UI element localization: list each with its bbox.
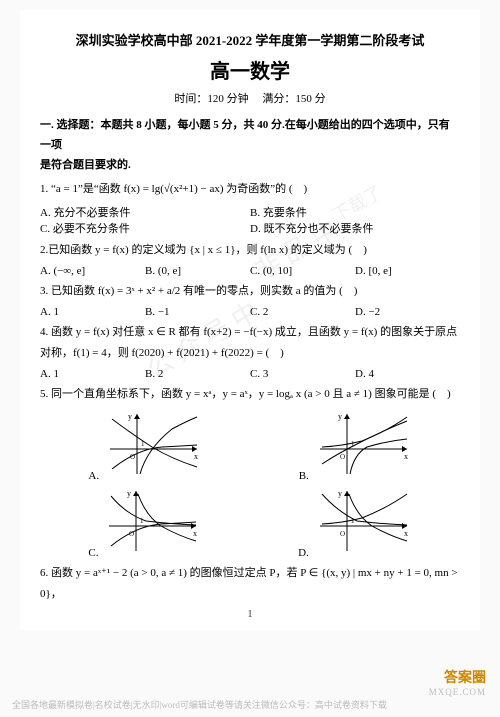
svg-text:y: y <box>338 489 342 498</box>
q6-stem: 6. 函数 y = aˣ⁺¹ − 2 (a > 0, a ≠ 1) 的图像恒过定… <box>40 563 460 605</box>
time-label: 时间：120 分钟 <box>174 93 248 105</box>
q3-options: A. 1 B. −1 C. 2 D. −2 <box>40 306 460 318</box>
q5-D: D. xy 1O <box>298 486 411 559</box>
q1-B: B. 充要条件 <box>250 204 460 220</box>
q1-D: D. 既不充分也不必要条件 <box>250 220 460 236</box>
q1-C: C. 必要不充分条件 <box>40 220 250 236</box>
corner-wm-cn: 答案圈 <box>429 667 486 687</box>
q2-options: A. (−∞, e] B. (0, e] C. (0, 10] D. [0, e… <box>40 265 460 277</box>
q2-C: C. (0, 10] <box>250 265 355 277</box>
svg-text:O: O <box>340 530 345 538</box>
q5-stem: 5. 同一个直角坐标系下，函数 y = xᵃ，y = aˣ，y = logₐ x… <box>40 384 460 405</box>
q2-B: B. (0, e] <box>145 265 250 277</box>
q5-D-label: D. <box>298 547 309 559</box>
q2-A: A. (−∞, e] <box>40 265 145 277</box>
subject-title: 高一数学 <box>40 55 460 84</box>
q1-options: A. 充分不必要条件 B. 充要条件 C. 必要不充分条件 D. 既不充分也不必… <box>40 204 460 236</box>
corner-wm-en: MXQE.COM <box>429 687 486 697</box>
svg-text:x: x <box>194 452 198 461</box>
q5-B-label: B. <box>299 470 309 482</box>
section1-l1: 一. 选择题：本题共 8 小题，每小题 5 分，共 40 分.在每小题给出的四个… <box>40 116 460 156</box>
q1-stem: 1. “a = 1”是“函数 f(x) = lg(√(x²+1) − ax) 为… <box>40 179 460 200</box>
svg-text:x: x <box>193 529 197 538</box>
q3-C: C. 2 <box>250 306 355 318</box>
q5-C-label: C. <box>88 547 98 559</box>
svg-text:y: y <box>338 412 342 421</box>
q3-stem: 3. 已知函数 f(x) = 3ˣ + x² + a/2 有唯一的零点，则实数 … <box>40 281 460 302</box>
q4-l2: 对称，f(1) = 4，则 f(2020) + f(2021) + f(2022… <box>40 343 460 364</box>
q1-A: A. 充分不必要条件 <box>40 204 250 220</box>
time-score: 时间：120 分钟 满分：150 分 <box>40 90 460 106</box>
q5-C: C. xy 1O <box>88 486 201 559</box>
score-label: 满分：150 分 <box>262 93 325 105</box>
q4-C: C. 3 <box>250 368 355 380</box>
q5-A: A. xy 1O <box>88 409 201 482</box>
q4-stem: 4. 函数 y = f(x) 对任意 x ∈ R 都有 f(x+2) = −f(… <box>40 322 460 364</box>
corner-watermark: 答案圈 MXQE.COM <box>429 667 486 697</box>
q4-options: A. 1 B. 2 C. 3 D. 4 <box>40 368 460 380</box>
page-number: 1 <box>40 609 460 620</box>
q4-l1: 4. 函数 y = f(x) 对任意 x ∈ R 都有 f(x+2) = −f(… <box>40 322 460 343</box>
q3-A: A. 1 <box>40 306 145 318</box>
svg-text:y: y <box>128 412 132 421</box>
q2-stem: 2.已知函数 y = f(x) 的定义域为 {x | x ≤ 1}，则 f(ln… <box>40 240 460 261</box>
school-line: 深圳实验学校高中部 2021-2022 学年度第一学期第二阶段考试 <box>40 30 460 49</box>
svg-text:y: y <box>127 489 131 498</box>
section1-l2: 是符合题目要求的. <box>40 156 460 176</box>
svg-text:1: 1 <box>140 517 144 525</box>
q5-A-label: A. <box>88 470 99 482</box>
q5-chart-D: xy 1O <box>312 486 412 556</box>
q2-D: D. [0, e] <box>355 265 460 277</box>
q4-A: A. 1 <box>40 368 145 380</box>
footer-left: 全国各地最新模拟卷|名校试卷|无水印|word可编辑试卷等请关注微信公众号：高中… <box>12 698 387 711</box>
svg-text:O: O <box>340 453 345 461</box>
q5-B: B. xy 1O <box>299 409 412 482</box>
q5-chart-A: xy 1O <box>102 409 202 479</box>
svg-text:x: x <box>404 529 408 538</box>
svg-text:x: x <box>404 452 408 461</box>
page-footer: 全国各地最新模拟卷|名校试卷|无水印|word可编辑试卷等请关注微信公众号：高中… <box>0 698 500 711</box>
q5-row1: A. xy 1O B. xy 1O <box>40 409 460 482</box>
q5-row2: C. xy 1O D. xy 1O <box>40 486 460 559</box>
q4-B: B. 2 <box>145 368 250 380</box>
q4-D: D. 4 <box>355 368 460 380</box>
section1-heading: 一. 选择题：本题共 8 小题，每小题 5 分，共 40 分.在每小题给出的四个… <box>40 116 460 175</box>
q3-B: B. −1 <box>145 306 250 318</box>
q5-chart-C: xy 1O <box>101 486 201 556</box>
q3-D: D. −2 <box>355 306 460 318</box>
exam-page: 深圳实验学校高中部 2021-2022 学年度第一学期第二阶段考试 高一数学 时… <box>20 10 480 630</box>
q5-chart-B: xy 1O <box>312 409 412 479</box>
